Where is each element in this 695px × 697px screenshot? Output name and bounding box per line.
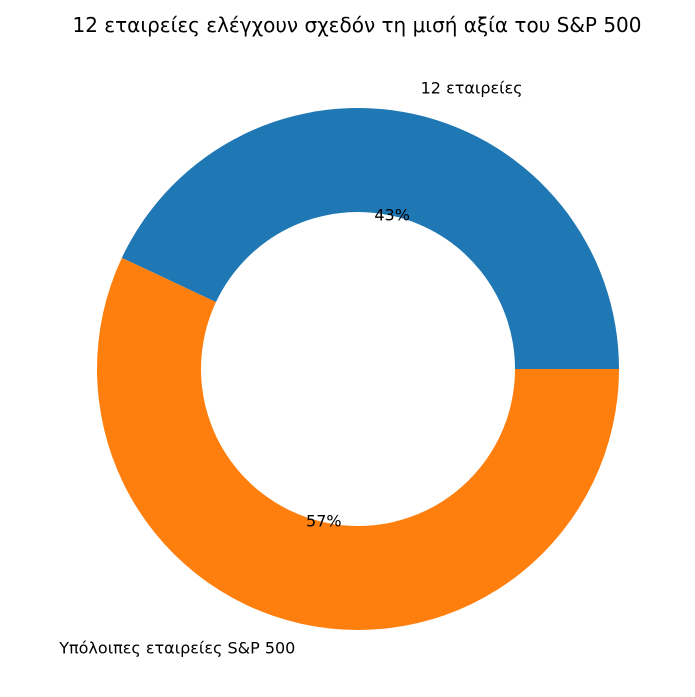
slice-pct-label-2: 57%: [306, 511, 342, 530]
slice-pct-label-1: 43%: [374, 206, 410, 225]
slice-label-2: Υπόλοιπες εταιρείες S&P 500: [58, 639, 295, 658]
slices-layer: [96, 108, 619, 631]
chart-title: 12 εταιρείες ελέγχουν σχεδόν τη μισή αξί…: [72, 13, 641, 37]
donut-slice-1: [121, 108, 619, 369]
labels-layer: 12 εταιρείες 43% Υπόλοιπες εταιρείες S&P 5…: [58, 78, 522, 657]
donut-slice-2: [96, 257, 619, 631]
slice-label-1: 12 εταιρείες: [421, 78, 523, 97]
